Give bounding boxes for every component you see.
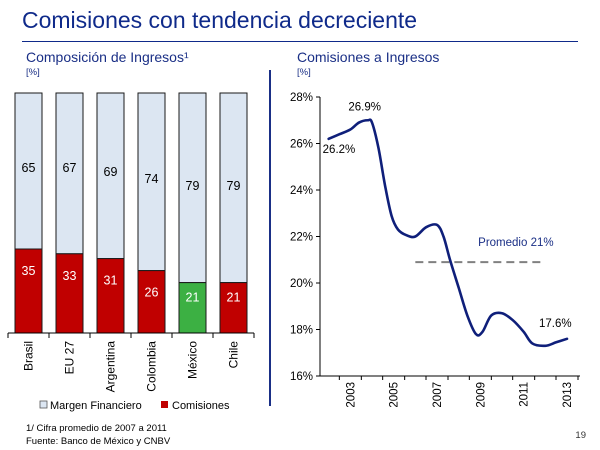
- x-tick-label: 2009: [475, 382, 487, 408]
- x-tick-label: 2003: [345, 382, 357, 408]
- bar-label-margen: 74: [145, 172, 159, 186]
- category-label: México: [186, 341, 200, 379]
- bar-label-margen: 67: [63, 161, 77, 175]
- bar-label-comisiones: 31: [104, 274, 118, 288]
- y-tick-label: 24%: [290, 185, 313, 197]
- bar-comisiones: [55, 253, 84, 334]
- source-note: Fuente: Banco de México y CNBV: [26, 436, 171, 447]
- x-tick-label: 2013: [562, 382, 574, 408]
- bar-comisiones: [96, 258, 125, 334]
- y-tick-label: 20%: [290, 278, 313, 290]
- right-chart-title: Comisiones a Ingresos: [297, 49, 440, 65]
- bar-label-comisiones: 33: [63, 269, 77, 283]
- y-tick-label: 28%: [290, 92, 313, 104]
- bar-margen: [96, 92, 125, 260]
- page-number: 19: [575, 430, 586, 441]
- legend-label-comisiones: Comisiones: [172, 400, 230, 412]
- right-chart-unit: [%]: [297, 67, 311, 78]
- bar-label-margen: 69: [104, 165, 118, 179]
- bar-margen: [178, 92, 207, 284]
- bar-label-comisiones: 21: [227, 291, 241, 305]
- average-label: Promedio 21%: [478, 237, 553, 249]
- bar-comisiones: [178, 282, 207, 334]
- bar-label-comisiones: 21: [186, 291, 200, 305]
- category-label: Argentina: [104, 341, 118, 393]
- y-tick-label: 16%: [290, 371, 313, 383]
- bar-margen: [219, 92, 248, 284]
- title-divider: [22, 41, 578, 42]
- bar-label-margen: 79: [186, 179, 200, 193]
- bar-label-margen: 65: [22, 161, 36, 175]
- data-label: 26.2%: [323, 144, 356, 156]
- bar-comisiones: [14, 248, 43, 334]
- bar-label-comisiones: 35: [22, 264, 36, 278]
- category-label: Brasil: [22, 341, 36, 371]
- legend-label-margen: Margen Financiero: [50, 400, 142, 412]
- data-label: 17.6%: [539, 318, 572, 330]
- page-title: Comisiones con tendencia decreciente: [22, 7, 418, 33]
- left-chart-unit: [%]: [26, 67, 40, 78]
- bar-comisiones: [219, 282, 248, 334]
- x-tick-label: 2011: [519, 382, 531, 407]
- data-label: 26.9%: [348, 102, 381, 114]
- category-label: Chile: [227, 341, 241, 369]
- x-tick-label: 2005: [389, 382, 401, 408]
- y-tick-label: 26%: [290, 139, 313, 151]
- left-chart-title: Composición de Ingresos¹: [26, 49, 189, 65]
- x-tick-label: 2007: [432, 382, 444, 408]
- y-tick-label: 18%: [290, 325, 313, 337]
- category-label: EU 27: [63, 341, 77, 375]
- bar-margen: [55, 92, 84, 255]
- footnote: 1/ Cifra promedio de 2007 a 2011: [26, 423, 167, 434]
- y-tick-label: 22%: [290, 232, 313, 244]
- panel-divider: [269, 70, 271, 406]
- bar-margen: [137, 92, 166, 272]
- bar-margen: [14, 92, 43, 250]
- legend-swatch-comisiones: [161, 401, 168, 408]
- bar-label-comisiones: 26: [145, 286, 159, 300]
- category-label: Colombia: [145, 341, 159, 392]
- legend-swatch-margen: [39, 400, 48, 409]
- bar-label-margen: 79: [227, 179, 241, 193]
- commissions-line: [327, 118, 569, 348]
